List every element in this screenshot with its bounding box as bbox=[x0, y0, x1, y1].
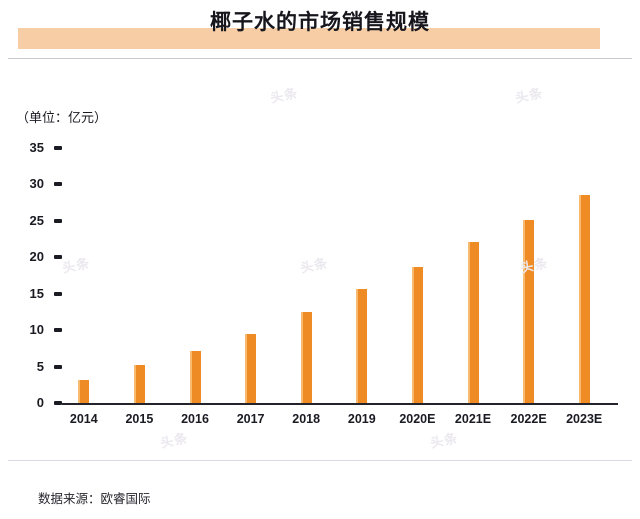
bar-2015 bbox=[133, 365, 145, 403]
y-axis-tick-mark bbox=[54, 145, 62, 150]
y-axis-tick-mark bbox=[54, 218, 62, 223]
x-axis-tick-label: 2016 bbox=[181, 412, 209, 426]
y-axis-tick-mark bbox=[54, 291, 62, 296]
x-axis-tick-label: 2023E bbox=[566, 412, 603, 426]
x-axis-tick-label: 2015 bbox=[125, 412, 154, 426]
y-axis-tick-mark bbox=[54, 255, 62, 260]
title-highlight-bar bbox=[18, 28, 600, 49]
bar-2016 bbox=[189, 351, 201, 403]
y-axis-tick: 10 bbox=[0, 323, 72, 337]
y-axis-tick: 15 bbox=[0, 285, 72, 301]
bar-2022E bbox=[523, 219, 535, 403]
y-axis-tick: 25 bbox=[0, 212, 72, 228]
y-axis-tick: 20 bbox=[0, 250, 72, 264]
page-title: 椰子水的市场销售规模 bbox=[210, 11, 430, 34]
y-axis-tick-label: 0 bbox=[36, 395, 44, 410]
y-axis-tick-label: 25 bbox=[29, 212, 44, 228]
y-axis-tick-mark bbox=[54, 182, 62, 187]
footer-divider bbox=[8, 460, 632, 461]
x-axis-tick-label: 2014 bbox=[69, 412, 98, 426]
bar-series bbox=[62, 60, 618, 403]
y-axis-tick-label: 15 bbox=[29, 285, 44, 301]
chart-header: 椰子水的市场销售规模 bbox=[0, 0, 640, 60]
bar-2014 bbox=[78, 379, 90, 403]
bar-2020E bbox=[411, 267, 423, 403]
bar-2021E bbox=[467, 242, 479, 403]
y-axis-tick: 0 bbox=[0, 396, 72, 410]
bar-2019 bbox=[356, 289, 368, 403]
source-note: 数据来源：欧睿国际 bbox=[38, 492, 151, 506]
y-axis-tick-mark bbox=[54, 364, 62, 369]
y-axis-tick-label: 30 bbox=[29, 176, 44, 192]
y-axis-tick: 5 bbox=[0, 358, 72, 374]
x-axis-tick-label: 2021E bbox=[454, 412, 492, 426]
y-axis-tick-label: 10 bbox=[29, 322, 44, 338]
x-axis-tick-label: 2017 bbox=[236, 412, 265, 426]
y-axis: 0 5 10 15 20 25 30 35 bbox=[0, 60, 72, 460]
chart-plot-area: （单位：亿元） 0 5 10 15 20 25 30 35 2014 2015 2016 2017 2… bbox=[0, 60, 640, 460]
x-axis-tick-label: 2020E bbox=[399, 412, 436, 426]
x-axis-tick-label: 2018 bbox=[292, 412, 321, 426]
y-axis-tick: 35 bbox=[0, 139, 72, 155]
y-axis-tick-mark bbox=[54, 328, 62, 333]
bar-2023E bbox=[578, 195, 590, 403]
y-axis-tick-label: 5 bbox=[36, 358, 44, 374]
x-axis-tick-label: 2019 bbox=[347, 412, 376, 426]
chart-footer: 数据来源：欧睿国际 bbox=[0, 460, 640, 519]
y-axis-tick: 30 bbox=[0, 177, 72, 191]
x-axis-baseline bbox=[62, 403, 618, 405]
x-axis-labels: 2014 2015 2016 2017 2018 2019 2020E 2021E 2022E 2… bbox=[62, 412, 618, 436]
header-divider bbox=[8, 58, 632, 59]
y-axis-tick-label: 35 bbox=[29, 139, 44, 155]
bar-2018 bbox=[300, 311, 312, 403]
y-axis-tick-mark bbox=[54, 401, 62, 405]
y-axis-tick-label: 20 bbox=[29, 249, 44, 265]
y-axis-unit-label: （单位：亿元） bbox=[16, 110, 108, 125]
x-axis-tick-label: 2022E bbox=[510, 412, 547, 426]
bar-2017 bbox=[245, 333, 257, 403]
